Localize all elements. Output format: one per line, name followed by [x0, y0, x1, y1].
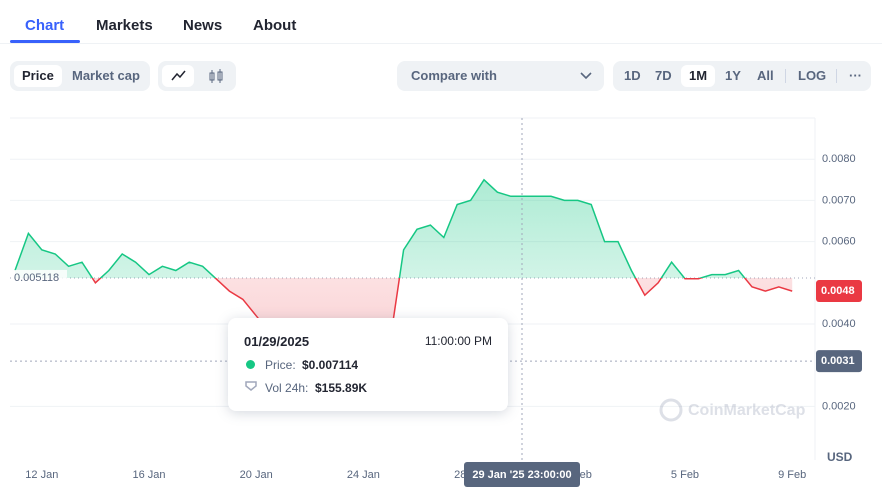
tab[interactable]: About — [253, 17, 297, 34]
x-tick-label: 5 Feb — [671, 469, 699, 481]
y-unit: USD — [827, 450, 853, 464]
watermark-text: CoinMarketCap — [688, 402, 806, 419]
y-tick-label: 0.0020 — [822, 400, 856, 412]
x-tick-label: 16 Jan — [132, 469, 165, 481]
volume-label: Vol 24h: — [265, 381, 309, 395]
x-tick-label: 9 Feb — [778, 469, 806, 481]
tab[interactable]: Markets — [96, 17, 153, 34]
price-label: Price: — [265, 358, 296, 372]
volume-icon — [245, 381, 257, 391]
range-button[interactable]: 1D — [624, 68, 641, 83]
separator — [785, 69, 786, 83]
line-up — [14, 178, 746, 278]
separator — [836, 69, 837, 83]
baseline-label-bg — [11, 269, 67, 286]
range-button[interactable]: All — [757, 68, 774, 83]
more-button[interactable]: ··· — [849, 68, 862, 83]
y-tick-label: 0.0070 — [822, 194, 856, 206]
tab-underline — [10, 40, 80, 43]
compare-dropdown[interactable]: Compare with — [397, 61, 604, 91]
crosshair-y-label: 0.0031 — [821, 355, 855, 367]
crosshair-x-label: 29 Jan '25 23:00:00 — [472, 469, 571, 481]
watermark-logo — [659, 398, 683, 422]
x-tick-label: 12 Jan — [25, 469, 58, 481]
baseline-label: 0.005118 — [14, 272, 59, 284]
area-down — [92, 277, 793, 370]
candle-style-button[interactable] — [200, 65, 232, 87]
watermark: CoinMarketCap — [659, 398, 806, 422]
y-tick-label: 0.0080 — [822, 153, 856, 165]
price-type-button[interactable]: Market cap — [72, 68, 140, 83]
y-tick-label: 0.0060 — [822, 236, 856, 248]
range-button[interactable]: 1M — [681, 65, 716, 87]
tab[interactable]: Chart — [25, 17, 65, 34]
crosshair-y-tag — [816, 350, 862, 373]
compare-label: Compare with — [411, 68, 497, 83]
crosshair-x-tag — [464, 462, 580, 487]
tab-divider — [0, 43, 882, 44]
tooltip-date: 01/29/2025 — [244, 334, 310, 349]
tab[interactable]: News — [183, 17, 223, 34]
line-style-button[interactable] — [162, 65, 194, 87]
price-type-button[interactable]: Price — [14, 65, 62, 87]
range-button[interactable]: LOG — [798, 68, 827, 83]
x-tick-label: 24 Jan — [347, 469, 380, 481]
price-value: $0.007114 — [302, 358, 359, 372]
current-price-label: 0.0048 — [821, 285, 855, 297]
volume-value: $155.89K — [315, 381, 368, 395]
tooltip: 01/29/2025 11:00:00 PM Price: $0.007114 … — [228, 318, 508, 411]
range-group: ··· 1D 7D 1M 1Y All LOG — [613, 61, 871, 91]
price-type-group: Price Market cap — [10, 61, 150, 91]
area-up — [15, 179, 793, 278]
price-dot — [246, 360, 255, 369]
tooltip-time: 11:00:00 PM — [424, 334, 492, 348]
y-tick-label: 0.0040 — [822, 318, 856, 330]
range-button[interactable]: 1Y — [725, 68, 741, 83]
x-tick-label: 20 Jan — [240, 469, 273, 481]
current-price-tag — [816, 280, 862, 303]
chart-style-group — [158, 61, 236, 91]
range-button[interactable]: 7D — [655, 68, 672, 83]
